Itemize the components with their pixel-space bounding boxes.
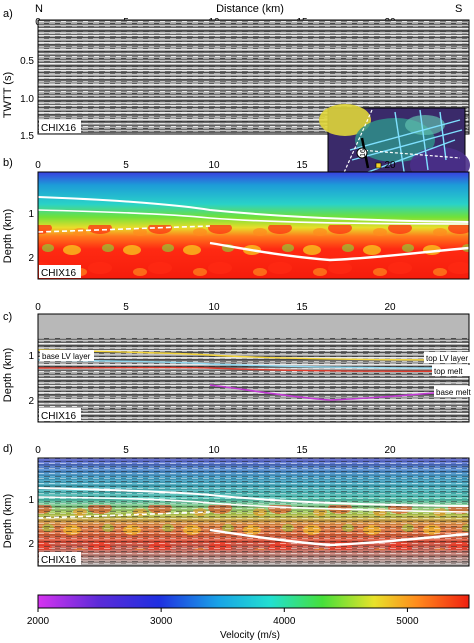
panel-a-line-tag: CHIX16 xyxy=(41,123,76,134)
panel-c-tag-bg xyxy=(39,408,81,421)
inset-marker-label: 16 xyxy=(360,149,367,157)
panel-d-ytick-1: 2 xyxy=(28,539,34,550)
top-melt-label-bg xyxy=(432,365,472,376)
colorbar-tick-label-2: 4000 xyxy=(273,616,296,627)
panel-d-frame xyxy=(37,457,470,567)
south-label: S xyxy=(455,3,462,15)
distance-tick-b-1: 5 xyxy=(123,160,129,171)
distance-tick-c-1: 5 xyxy=(123,302,129,313)
base-lv-label: base LV layer xyxy=(42,352,91,361)
distance-tick-b-3: 15 xyxy=(296,160,308,171)
panel-c-texture xyxy=(38,338,469,422)
panel-b-horizon-2 xyxy=(37,209,470,225)
base-lv-horizon xyxy=(37,359,470,369)
panel-a-ytick-2: 1.5 xyxy=(20,131,34,142)
panel-c: base LV layer top LV layer top melt base… xyxy=(2,302,472,423)
distance-tick-c-2: 10 xyxy=(208,302,220,313)
distance-tick-d-3: 15 xyxy=(296,445,308,456)
colorbar-tick-label-0: 2000 xyxy=(27,616,50,627)
panel-b-tag-bg xyxy=(39,265,81,278)
distance-tick-d-4: 20 xyxy=(384,445,396,456)
colorbar-ramp xyxy=(37,594,470,609)
top-lv-label-bg xyxy=(424,352,472,363)
panel-d-horizon-2 xyxy=(37,496,470,513)
panel-b-frame xyxy=(37,171,470,280)
panel-b-ytick-1: 2 xyxy=(28,253,34,264)
panel-d: d) Depth (km) 1 2 CHIX16 0 5 10 15 20 xyxy=(2,443,470,567)
colorbar-label: Velocity (m/s) xyxy=(220,630,280,641)
panel-c-ylabel: Depth (km) xyxy=(2,348,14,402)
panel-a-tag-bg xyxy=(39,120,81,133)
distance-tick-c-4: 20 xyxy=(384,302,396,313)
colorbar-tick-label-3: 5000 xyxy=(396,616,419,627)
distance-tick-d-2: 10 xyxy=(208,445,220,456)
panel-b-xtick-labels: 0 5 10 15 20 xyxy=(35,160,396,171)
panel-d-horizon-4 xyxy=(209,528,470,547)
panel-b-horizon-1 xyxy=(37,196,470,223)
distance-tick-c-0: 0 xyxy=(35,302,41,313)
panel-d-xtick-labels: 0 5 10 15 20 xyxy=(35,445,396,456)
panel-d-texture xyxy=(38,458,469,566)
top-melt-horizon xyxy=(37,366,470,372)
base-lv-label-bg xyxy=(40,350,94,361)
panel-c-xtick-labels: 0 5 10 15 20 xyxy=(35,302,396,313)
panel-d-line-tag: CHIX16 xyxy=(41,555,76,566)
panel-b-blobs xyxy=(38,225,469,279)
panel-b-line-tag: CHIX16 xyxy=(41,268,76,279)
top-melt-label: top melt xyxy=(434,367,463,376)
panel-d-ytick-0: 1 xyxy=(28,495,34,506)
north-label: N xyxy=(35,3,43,15)
panel-a-letter: a) xyxy=(3,8,13,20)
base-melt-label: base melt xyxy=(436,388,471,397)
panel-c-ytick-0: 1 xyxy=(28,351,34,362)
panel-b-letter: b) xyxy=(3,157,13,169)
panel-b-ylabel: Depth (km) xyxy=(2,209,14,263)
distance-tick-c-3: 15 xyxy=(296,302,308,313)
base-melt-label-bg xyxy=(434,386,472,397)
distance-tick-d-0: 0 xyxy=(35,445,41,456)
colorbar: 2000 3000 4000 5000 Velocity (m/s) xyxy=(27,594,470,641)
panel-d-tag-bg xyxy=(39,552,81,565)
distance-tick-d-1: 5 xyxy=(123,445,129,456)
panel-c-ytick-1: 2 xyxy=(28,396,34,407)
distance-axis-title: Distance (km) xyxy=(216,3,284,15)
top-lv-horizon xyxy=(37,349,470,361)
distance-tick-b-4: 20 xyxy=(384,160,396,171)
inset-marker xyxy=(356,147,368,159)
panel-b-ytick-0: 1 xyxy=(28,209,34,220)
distance-tick-b-2: 10 xyxy=(208,160,220,171)
top-lv-label: top LV layer xyxy=(426,354,468,363)
panel-d-letter: d) xyxy=(3,443,13,455)
base-melt-horizon xyxy=(209,384,470,401)
distance-tick-b-0: 0 xyxy=(35,160,41,171)
panel-b: b) Depth (km) 1 2 CHIX16 0 5 10 15 20 xyxy=(2,157,470,280)
panel-a-ytick-0: 0.5 xyxy=(20,56,34,67)
colorbar-ticks: 2000 3000 4000 5000 xyxy=(27,608,419,627)
panel-b-horizon-4 xyxy=(209,241,470,262)
panel-c-letter: c) xyxy=(3,311,12,323)
panel-c-line-tag: CHIX16 xyxy=(41,411,76,422)
colorbar-tick-label-1: 3000 xyxy=(150,616,173,627)
panel-a-ylabel: TWTT (s) xyxy=(2,72,14,118)
panel-d-horizon-1 xyxy=(37,487,470,507)
panel-a-ytick-1: 1.0 xyxy=(20,94,34,105)
panel-a-frame xyxy=(37,19,470,135)
panel-d-ylabel: Depth (km) xyxy=(2,494,14,548)
